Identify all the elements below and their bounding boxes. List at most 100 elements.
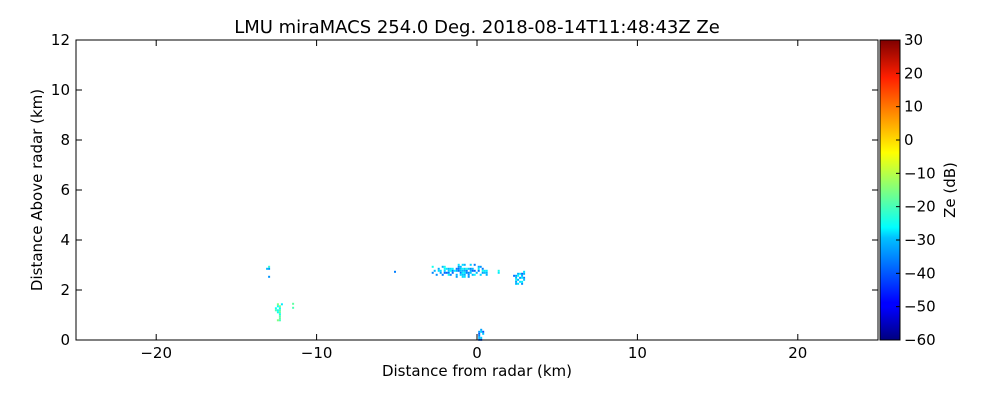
echo-cell bbox=[455, 275, 458, 278]
echo-cell bbox=[467, 273, 470, 276]
colorbar-axis: 30 20 10 0 −10 −20 −30 −40 −50 −60 bbox=[896, 31, 936, 349]
y-tick-label: 0 bbox=[60, 331, 70, 349]
colorbar bbox=[879, 39, 901, 341]
x-tick-label: 10 bbox=[628, 344, 647, 362]
echo-cell bbox=[278, 307, 281, 310]
echo-cell bbox=[276, 309, 279, 312]
echo-cell bbox=[447, 273, 450, 276]
echo-cell bbox=[457, 267, 460, 270]
echo-cell bbox=[433, 269, 436, 272]
echo-cell bbox=[280, 303, 283, 306]
echo-cell bbox=[521, 280, 524, 283]
echo-cell bbox=[481, 267, 484, 270]
echo-cell bbox=[459, 267, 462, 270]
echo-cell bbox=[465, 269, 468, 272]
echo-cell bbox=[455, 267, 458, 270]
echo-cell bbox=[435, 273, 438, 276]
echo-cell bbox=[443, 267, 446, 270]
echo-cell bbox=[276, 311, 279, 314]
colorbar-label: Ze (dB) bbox=[941, 162, 959, 218]
echo-lower-west bbox=[274, 303, 283, 322]
echo-cell bbox=[473, 273, 476, 276]
echo-cell bbox=[457, 265, 460, 268]
echo-cell bbox=[459, 273, 462, 276]
echo-cell bbox=[521, 276, 524, 279]
echo-speck-mid bbox=[394, 270, 396, 273]
echo-cell bbox=[443, 271, 446, 274]
echo-cell bbox=[515, 282, 518, 285]
echo-cell bbox=[463, 269, 466, 272]
echo-cell bbox=[451, 271, 454, 274]
echo-cell bbox=[467, 271, 470, 274]
echo-cell bbox=[461, 271, 464, 274]
y-tick-label: 2 bbox=[60, 281, 70, 299]
echo-cell bbox=[477, 265, 480, 268]
echo-cell bbox=[445, 267, 448, 270]
echo-cell bbox=[483, 269, 486, 272]
echo-cell bbox=[461, 269, 464, 272]
echo-cell bbox=[463, 271, 466, 274]
echo-cell bbox=[477, 269, 480, 272]
echo-cell bbox=[521, 282, 524, 285]
echo-cell bbox=[485, 273, 488, 276]
echo-cell bbox=[394, 270, 396, 273]
echo-cell bbox=[479, 273, 482, 276]
echo-cell bbox=[278, 313, 281, 316]
echo-cell bbox=[292, 306, 295, 309]
echo-cell bbox=[459, 269, 462, 272]
echo-cell bbox=[469, 263, 472, 266]
echo-cell bbox=[463, 267, 466, 270]
echo-cell bbox=[517, 282, 520, 285]
echo-cell bbox=[461, 273, 464, 276]
colorbar-tick-label: 10 bbox=[904, 98, 923, 116]
echo-cell bbox=[292, 302, 295, 305]
echo-cell bbox=[485, 271, 488, 274]
echo-cell bbox=[497, 271, 500, 274]
echo-cell bbox=[478, 334, 481, 337]
echo-cell bbox=[431, 271, 434, 274]
echo-cell bbox=[471, 273, 474, 276]
echo-cluster-main bbox=[431, 263, 500, 278]
echo-cell bbox=[480, 328, 483, 331]
echo-cell bbox=[461, 275, 464, 278]
echo-cell bbox=[451, 267, 454, 270]
echo-cell bbox=[471, 269, 474, 272]
echo-cell bbox=[463, 273, 466, 276]
colorbar-tick-label: −30 bbox=[904, 231, 936, 249]
echo-cell bbox=[453, 269, 456, 272]
echo-cell bbox=[515, 274, 518, 277]
echo-cell bbox=[479, 265, 482, 268]
echo-cell bbox=[519, 276, 522, 279]
echo-cell bbox=[465, 267, 468, 270]
echo-cell bbox=[457, 269, 460, 272]
colorbar-tick-label: 30 bbox=[904, 31, 923, 49]
echo-cell bbox=[431, 265, 434, 268]
colorbar-tick-label: −60 bbox=[904, 331, 936, 349]
echo-cell bbox=[481, 271, 484, 274]
echo-cell bbox=[517, 274, 520, 277]
colorbar-tick-label: −40 bbox=[904, 264, 936, 282]
echo-cell bbox=[449, 267, 452, 270]
echo-cell bbox=[517, 272, 520, 275]
echo-cell bbox=[459, 271, 462, 274]
echo-cell bbox=[471, 267, 474, 270]
echo-cell bbox=[478, 332, 481, 335]
echo-cell bbox=[447, 267, 450, 270]
y-tick-label: 8 bbox=[60, 131, 70, 149]
y-tick-label: 12 bbox=[51, 31, 70, 49]
echo-cell bbox=[523, 270, 526, 273]
echo-cell bbox=[461, 267, 464, 270]
echo-cell bbox=[437, 269, 440, 272]
echo-cell bbox=[469, 269, 472, 272]
echo-cell bbox=[449, 269, 452, 272]
echo-cell bbox=[521, 272, 524, 275]
echo-cell bbox=[276, 319, 279, 322]
echo-cell bbox=[521, 274, 524, 277]
echo-cell bbox=[278, 315, 281, 318]
echo-cell bbox=[268, 267, 271, 270]
echo-cell bbox=[441, 265, 444, 268]
echo-cell bbox=[485, 269, 488, 272]
echo-cell bbox=[278, 305, 281, 308]
echo-cell bbox=[276, 303, 279, 306]
